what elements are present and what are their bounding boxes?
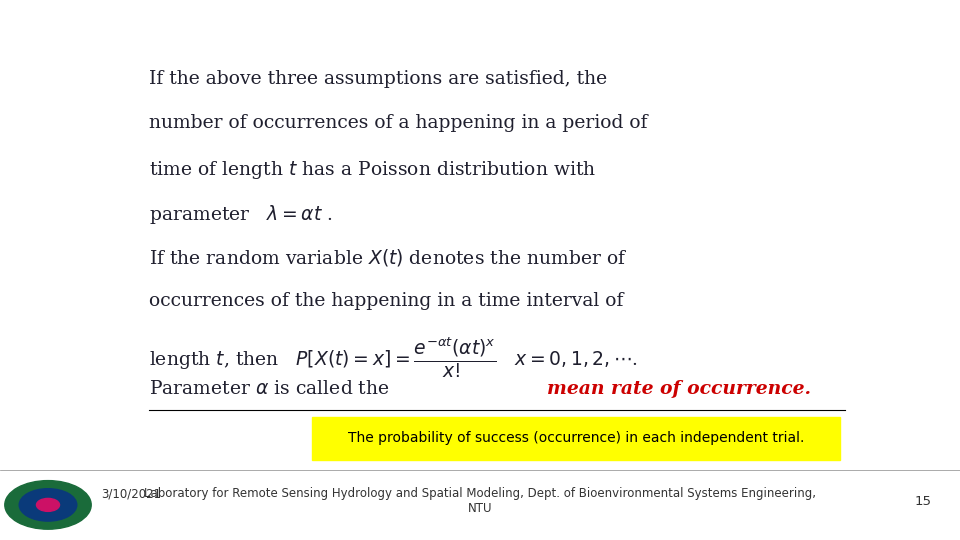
Text: The probability of success (occurrence) in each independent trial.: The probability of success (occurrence) … xyxy=(348,431,804,446)
Circle shape xyxy=(19,489,77,521)
Text: number of occurrences of a happening in a period of: number of occurrences of a happening in … xyxy=(149,114,647,132)
Text: length $t$, then   $P[X(t) = x] = \dfrac{e^{-\alpha t}(\alpha t)^x}{x!}$   $x = : length $t$, then $P[X(t) = x] = \dfrac{e… xyxy=(149,336,637,380)
Text: If the random variable $X(t)$ denotes the number of: If the random variable $X(t)$ denotes th… xyxy=(149,247,627,268)
Text: mean rate of occurrence.: mean rate of occurrence. xyxy=(547,380,811,398)
Text: Parameter $\alpha$ is called the: Parameter $\alpha$ is called the xyxy=(149,380,390,398)
Text: If the above three assumptions are satisfied, the: If the above three assumptions are satis… xyxy=(149,70,607,88)
Circle shape xyxy=(5,481,91,529)
Text: 3/10/2021: 3/10/2021 xyxy=(101,488,161,501)
Circle shape xyxy=(36,498,60,511)
Text: Laboratory for Remote Sensing Hydrology and Spatial Modeling, Dept. of Bioenviro: Laboratory for Remote Sensing Hydrology … xyxy=(144,487,816,515)
Text: occurrences of the happening in a time interval of: occurrences of the happening in a time i… xyxy=(149,292,623,309)
Text: 15: 15 xyxy=(914,495,931,508)
FancyBboxPatch shape xyxy=(312,417,840,460)
Text: parameter   $\lambda = \alpha t$ .: parameter $\lambda = \alpha t$ . xyxy=(149,203,332,226)
Text: time of length $t$ has a Poisson distribution with: time of length $t$ has a Poisson distrib… xyxy=(149,159,596,181)
